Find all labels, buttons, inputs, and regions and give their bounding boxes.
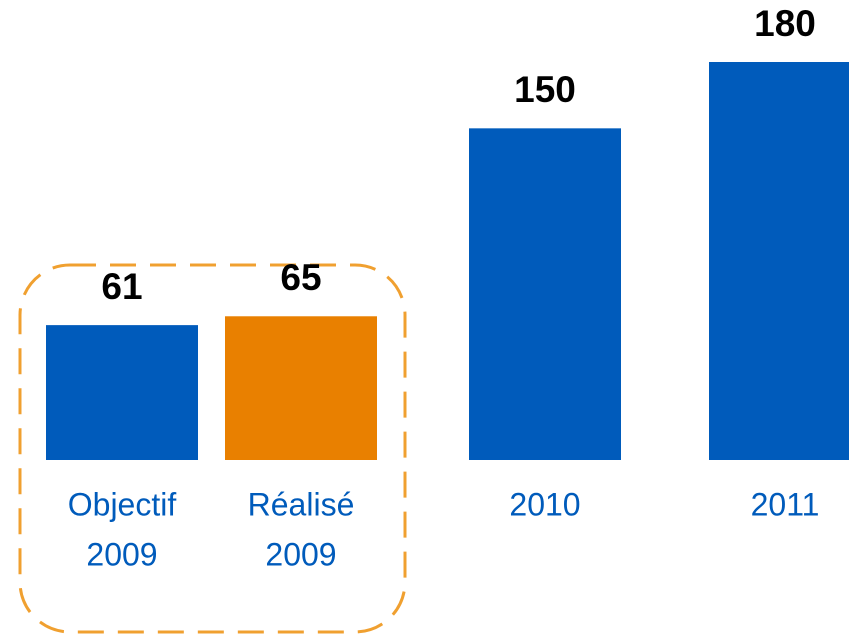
value-label: 61 (101, 266, 142, 307)
bar (46, 325, 198, 460)
category-label: Objectif (68, 486, 177, 522)
category-label: 2009 (265, 536, 336, 572)
category-label: Réalisé (248, 486, 355, 522)
category-label: 2010 (509, 486, 580, 522)
category-label: 2009 (86, 536, 157, 572)
value-label: 150 (514, 69, 576, 110)
bar (469, 128, 621, 461)
category-label: 2011 (751, 486, 820, 522)
value-label: 180 (754, 3, 816, 44)
value-label: 65 (280, 257, 321, 298)
bar (709, 62, 849, 460)
group-outline (18, 263, 407, 634)
bar (225, 316, 377, 460)
